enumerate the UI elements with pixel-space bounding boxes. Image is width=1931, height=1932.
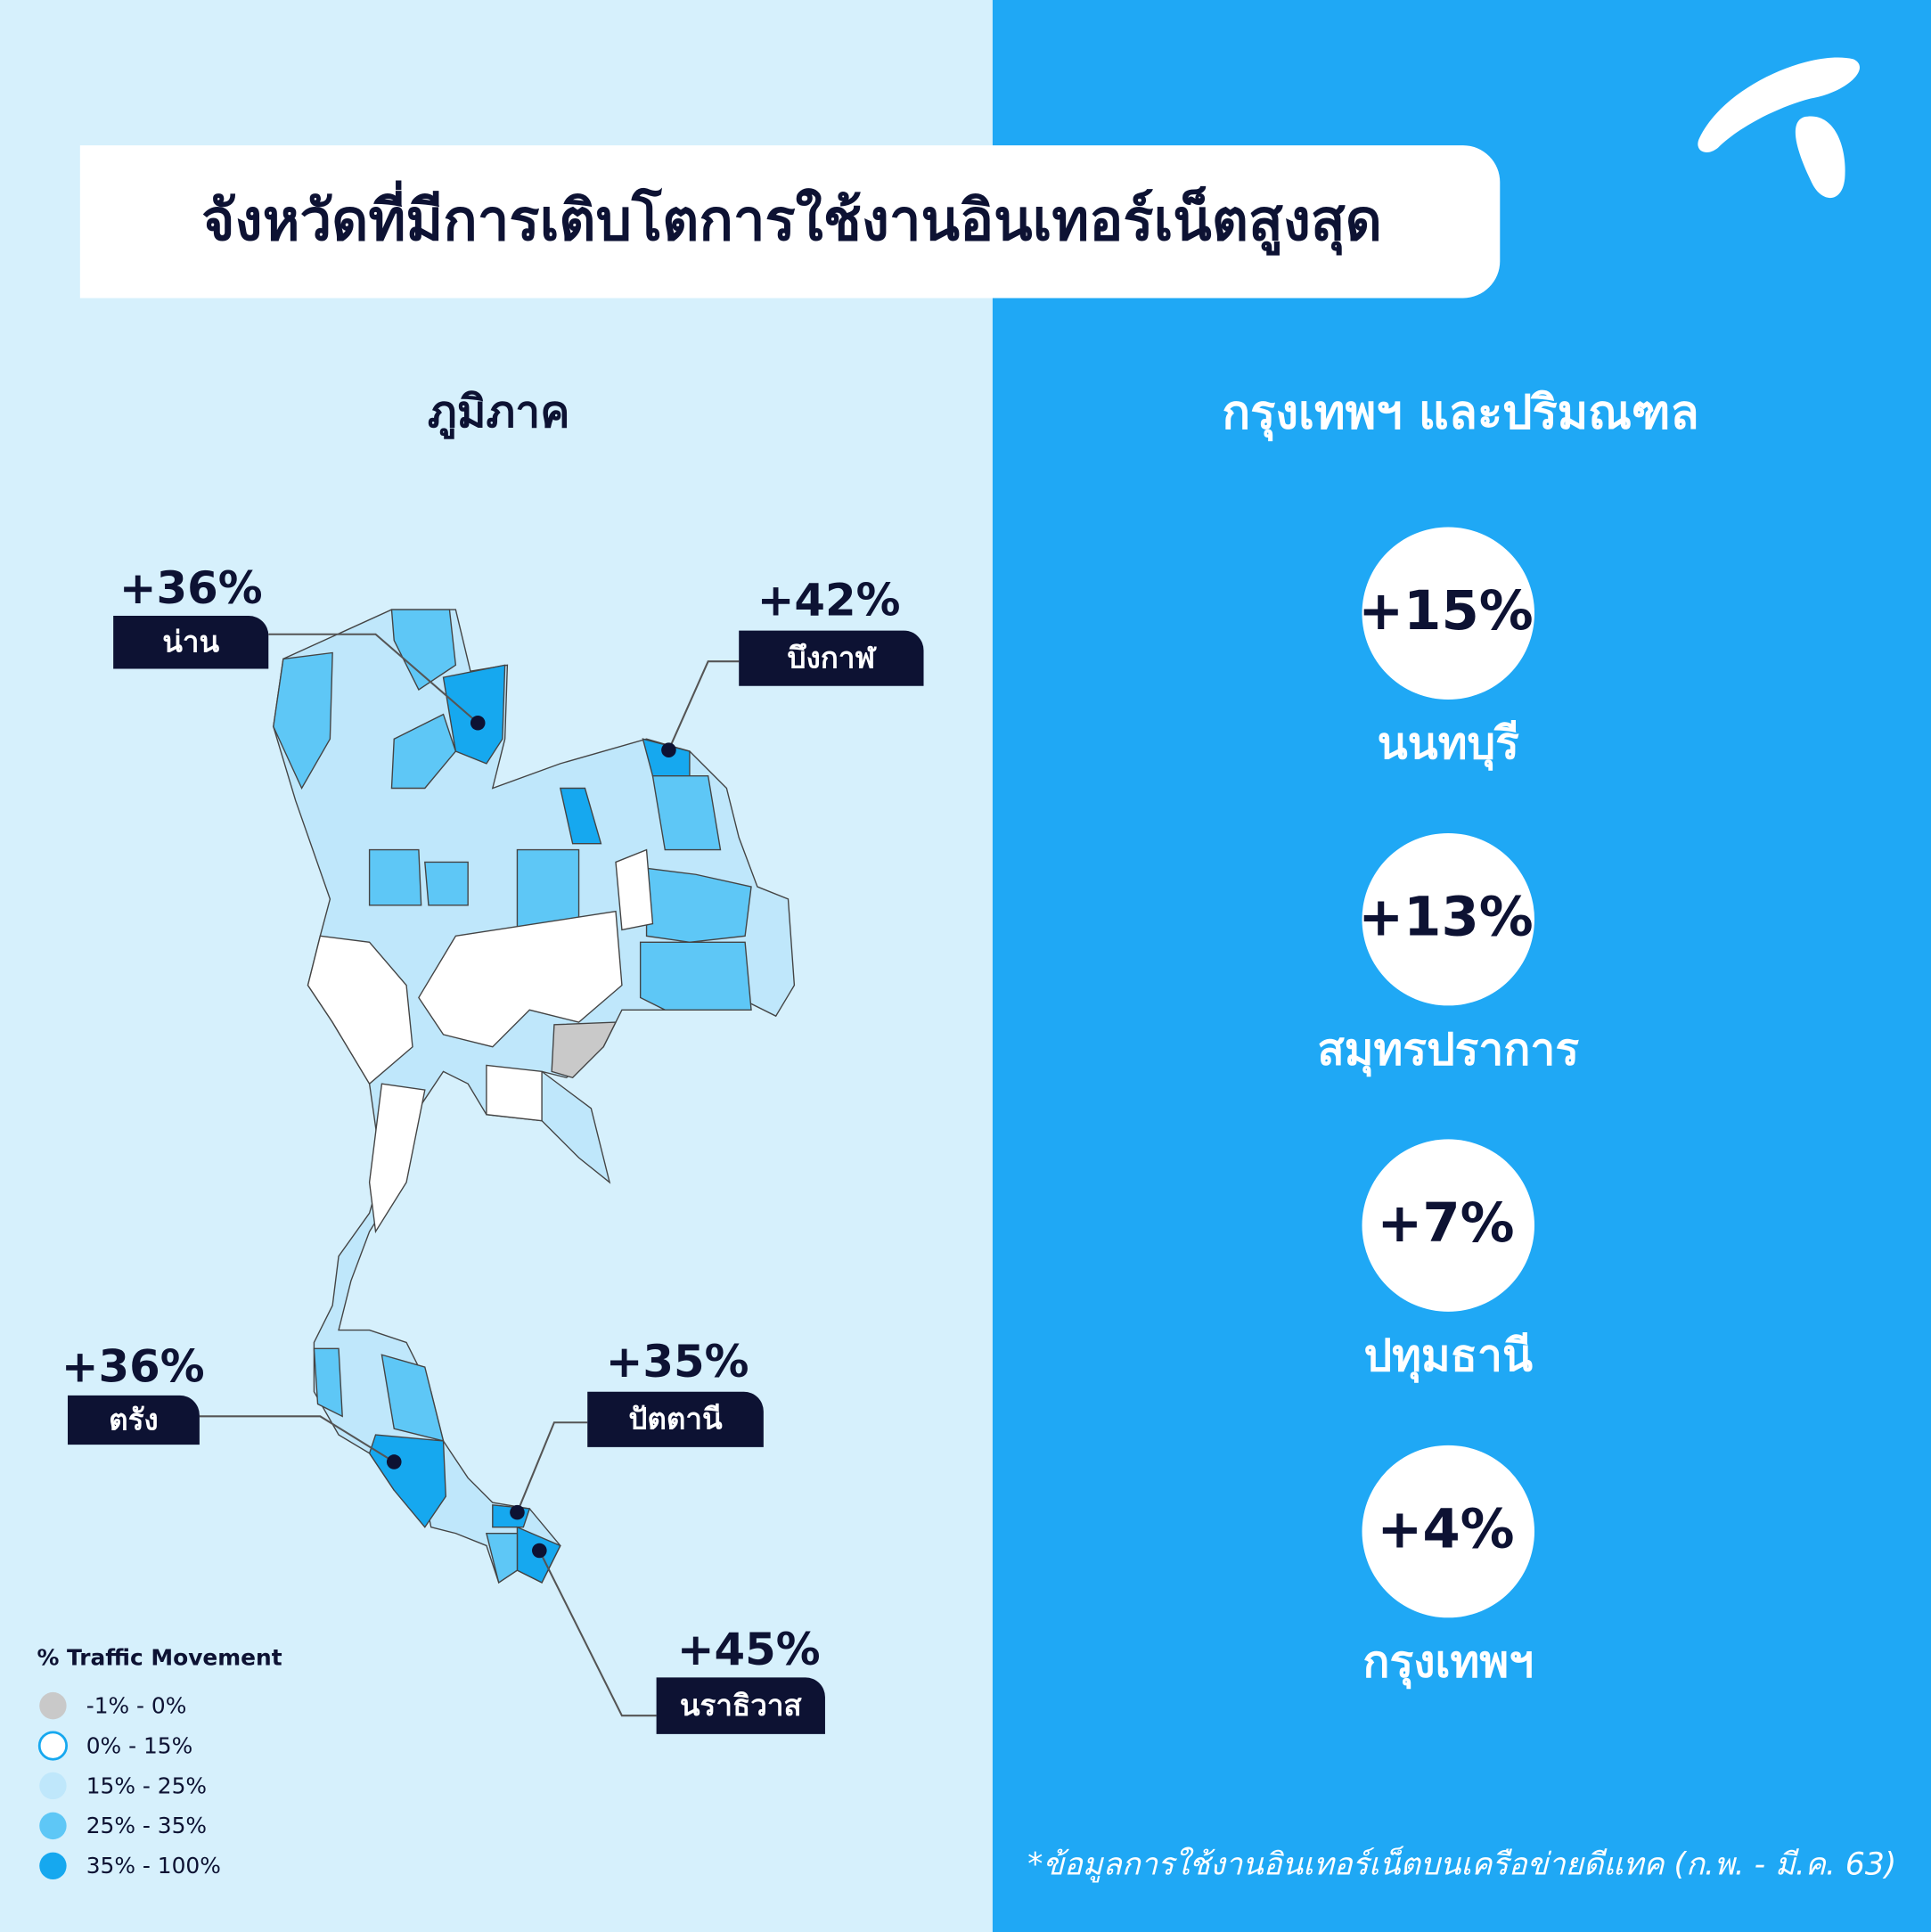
callout-value: +35%: [606, 1336, 749, 1388]
value-circle: [1362, 1445, 1534, 1618]
metro-list: +15% นนทบุรี +13% สมุทรปราการ +7% ปทุมธานี +4%…: [1317, 527, 1579, 1689]
section-heading: ภูมิภาค: [428, 386, 570, 439]
legend: % Traffic Movement -1% - 0% 0% - 15% 15% -…: [37, 1645, 282, 1879]
metro-province: สมุทรปราการ: [1317, 1023, 1579, 1077]
callout-province: บึงกาฬ: [788, 641, 878, 675]
legend-swatch: [39, 1772, 67, 1800]
callout-box: [68, 1395, 200, 1445]
callouts: +36% น่าน +42% บึงกาฬ +36% ตรัง +35% ปัตตานี +45…: [61, 562, 924, 1734]
value-circle: [1362, 832, 1534, 1006]
metro-value: +15%: [1358, 580, 1533, 643]
metro-value: +7%: [1377, 1192, 1514, 1255]
legend-label: 15% - 25%: [86, 1772, 207, 1798]
callout-province: ปัตตานี: [628, 1402, 723, 1437]
map: [273, 609, 796, 1584]
title-box: [79, 145, 1501, 299]
callout-box: [656, 1677, 825, 1734]
metro-value: +4%: [1377, 1499, 1514, 1561]
callout-province: ตรัง: [109, 1402, 159, 1437]
leader-lines: [199, 633, 740, 1717]
legend-label: 35% - 100%: [86, 1853, 221, 1879]
callout-box: [587, 1391, 764, 1447]
legend-swatch: [39, 1852, 67, 1879]
legend-label: 0% - 15%: [86, 1732, 192, 1758]
footnote: *ข้อมูลการใช้งานอินเทอร์เน็ตบนเครือข่ายด…: [1027, 1846, 1896, 1883]
legend-swatch: [39, 1812, 67, 1840]
metro-value: +13%: [1358, 887, 1533, 949]
legend-label: -1% - 0%: [86, 1693, 187, 1719]
legend-title: % Traffic Movement: [37, 1645, 282, 1671]
callout-box: [739, 630, 924, 686]
markers: [386, 715, 676, 1559]
title: จังหวัดที่มีการเติบโตการใช้งานอินเทอร์เน…: [201, 180, 1382, 256]
callout-province: นราธิวาส: [680, 1688, 803, 1723]
legend-swatch: [37, 1731, 69, 1761]
legend-swatch: [39, 1691, 67, 1720]
metro-province: นนทบุรี: [1378, 717, 1519, 771]
section-heading: กรุงเทพฯ และปริมณฑล: [1222, 385, 1698, 441]
callout-value: +36%: [61, 1340, 205, 1392]
callout-value: +42%: [757, 575, 901, 626]
callout-box: [113, 616, 269, 669]
legend-label: 25% - 35%: [86, 1813, 207, 1838]
logo: [1698, 57, 1860, 199]
callout-value: +45%: [677, 1624, 821, 1675]
metro-province: กรุงเทพฯ: [1362, 1635, 1534, 1689]
value-circle: [1362, 1139, 1534, 1312]
callout-value: +36%: [119, 562, 263, 614]
callout-province: น่าน: [162, 625, 219, 659]
value-circle: [1362, 527, 1534, 700]
metro-province: ปทุมธานี: [1364, 1330, 1533, 1383]
